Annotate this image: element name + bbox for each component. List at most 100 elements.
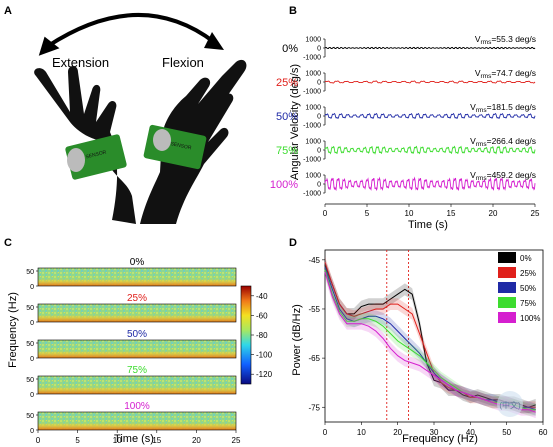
spectrogram-row-2: 25% 50 0 [26, 293, 237, 327]
legend-swatch [498, 312, 516, 323]
spectrogram-ytick-label: 0 [30, 392, 34, 399]
spectrogram-row-5: 100% 50 0 [26, 401, 237, 435]
velocity-row-3: 1000 0 -1000 50% Vrms=181.5 deg/s [276, 102, 536, 130]
spectrogram-frame [37, 267, 237, 287]
velocity-ytick-label: 0 [317, 114, 321, 121]
spectrogram-xtick-label: 10 [113, 436, 122, 445]
spectrogram-ytick-label: 50 [26, 377, 34, 384]
spectrogram-ytick-label: 50 [26, 341, 34, 348]
colorbar-tick-label: -120 [256, 370, 273, 379]
velocity-ytick-label: 1000 [305, 173, 321, 180]
level-label: 100% [270, 179, 298, 191]
legend-swatch [498, 252, 516, 263]
watermark-badge [497, 391, 523, 417]
spectrogram-xtick-label: 15 [152, 436, 161, 445]
velocity-xtick-label: 10 [405, 209, 414, 218]
velocity-ytick-label: 0 [317, 182, 321, 189]
velocity-row-2: 1000 0 -1000 25% Vrms=74.7 deg/s [276, 68, 536, 96]
velocity-trace [324, 145, 536, 155]
spectrogram-frame [37, 339, 237, 359]
panel-c-label: C [4, 237, 12, 249]
velocity-xtick-label: 20 [489, 209, 498, 218]
velocity-xtick-label: 25 [531, 209, 540, 218]
vrms-label: Vrms=459.2 deg/s [470, 170, 536, 182]
spectrogram-ytick-label: 50 [26, 305, 34, 312]
spectrogram-ytick-label: 50 [26, 269, 34, 276]
velocity-trace [324, 46, 536, 50]
psd-ytick-label: -75 [308, 403, 320, 412]
velocity-ytick-label: 1000 [305, 37, 321, 44]
colorbar [240, 285, 252, 385]
vrms-label: Vrms=181.5 deg/s [470, 102, 536, 114]
vrms-label: Vrms=266.4 deg/s [470, 136, 536, 148]
flexion-label: Flexion [162, 55, 204, 70]
left-hand [34, 66, 137, 224]
colorbar-tick-label: -80 [256, 331, 268, 340]
colorbar-tick-label: -100 [256, 351, 273, 360]
psd-ytick-label: -65 [308, 354, 320, 363]
spectrogram-title: 0% [130, 257, 145, 268]
spectrogram-title: 50% [127, 329, 147, 340]
panel-b-xlabel: Time (s) [408, 219, 448, 231]
spectrogram-row-4: 75% 50 0 [26, 365, 237, 399]
velocity-ytick-label: -1000 [303, 157, 321, 164]
spectrogram-ytick-label: 50 [26, 413, 34, 420]
velocity-xtick-label: 0 [323, 209, 328, 218]
velocity-trace [324, 176, 536, 192]
psd-xtick-label: 50 [502, 428, 511, 437]
vrms-label: Vrms=74.7 deg/s [475, 68, 536, 80]
legend-label: 100% [520, 314, 540, 323]
velocity-ytick-label: -1000 [303, 55, 321, 62]
spectrogram-ytick-label: 0 [30, 320, 34, 327]
velocity-ytick-label: -1000 [303, 123, 321, 130]
legend-label: 50% [520, 284, 536, 293]
legend-label: 25% [520, 269, 536, 278]
psd-xtick-label: 20 [393, 428, 402, 437]
panel-d-legend: 0% 25% 50% 75% 100% [498, 252, 540, 323]
level-label: 0% [282, 43, 298, 55]
arc-arrow [46, 13, 216, 48]
velocity-xtick-label: 5 [365, 209, 370, 218]
spectrogram-frame [37, 375, 237, 395]
spectrogram-title: 75% [127, 365, 147, 376]
left-sensor-cap [67, 148, 85, 172]
velocity-trace [324, 112, 536, 120]
spectrogram-ytick-label: 0 [30, 356, 34, 363]
vrms-label: Vrms=55.3 deg/s [475, 34, 536, 46]
psd-ytick-label: -55 [308, 305, 320, 314]
spectrogram-band [38, 376, 236, 394]
velocity-ytick-label: 0 [317, 46, 321, 53]
panel-c-spectrograms: C Frequency (Hz) Time (s) 0%50025%50050%… [4, 237, 273, 445]
panel-d-xlabel: Frequency (Hz) [402, 433, 478, 445]
velocity-row-5: 1000 0 -1000 100% Vrms=459.2 deg/s [270, 170, 536, 198]
panel-b-ylabel: Angular Velocity (deg/s) [289, 64, 301, 180]
legend-swatch [498, 297, 516, 308]
velocity-trace [324, 80, 536, 84]
spectrogram-frame [37, 411, 237, 431]
velocity-row-1: 1000 0 -1000 0% Vrms=55.3 deg/s [282, 34, 536, 62]
colorbar-tick-label: -60 [256, 311, 268, 320]
spectrogram-xtick-label: 25 [232, 436, 241, 445]
spectrogram-xtick-label: 0 [36, 436, 41, 445]
legend-label: 75% [520, 299, 536, 308]
psd-xtick-label: 0 [323, 428, 328, 437]
psd-ytick-label: -45 [308, 256, 320, 265]
right-sensor-text: SENSOR [170, 141, 192, 151]
panel-c-ylabel: Frequency (Hz) [7, 292, 19, 368]
velocity-ytick-label: -1000 [303, 89, 321, 96]
spectrogram-frame [37, 303, 237, 323]
legend-swatch [498, 267, 516, 278]
psd-xtick-label: 10 [357, 428, 366, 437]
panel-d-label: D [289, 237, 297, 249]
panel-a-label: A [4, 5, 12, 17]
panel-b-velocity-traces: B Angular Velocity (deg/s) Time (s) 1000… [270, 5, 540, 231]
spectrogram-title: 25% [127, 293, 147, 304]
psd-xtick-label: 40 [466, 428, 475, 437]
velocity-ytick-label: 1000 [305, 105, 321, 112]
extension-label: Extension [52, 55, 109, 70]
velocity-ytick-label: -1000 [303, 191, 321, 198]
spectrogram-xtick-label: 5 [75, 436, 80, 445]
level-label: 75% [276, 145, 298, 157]
legend-label: 0% [520, 254, 532, 263]
